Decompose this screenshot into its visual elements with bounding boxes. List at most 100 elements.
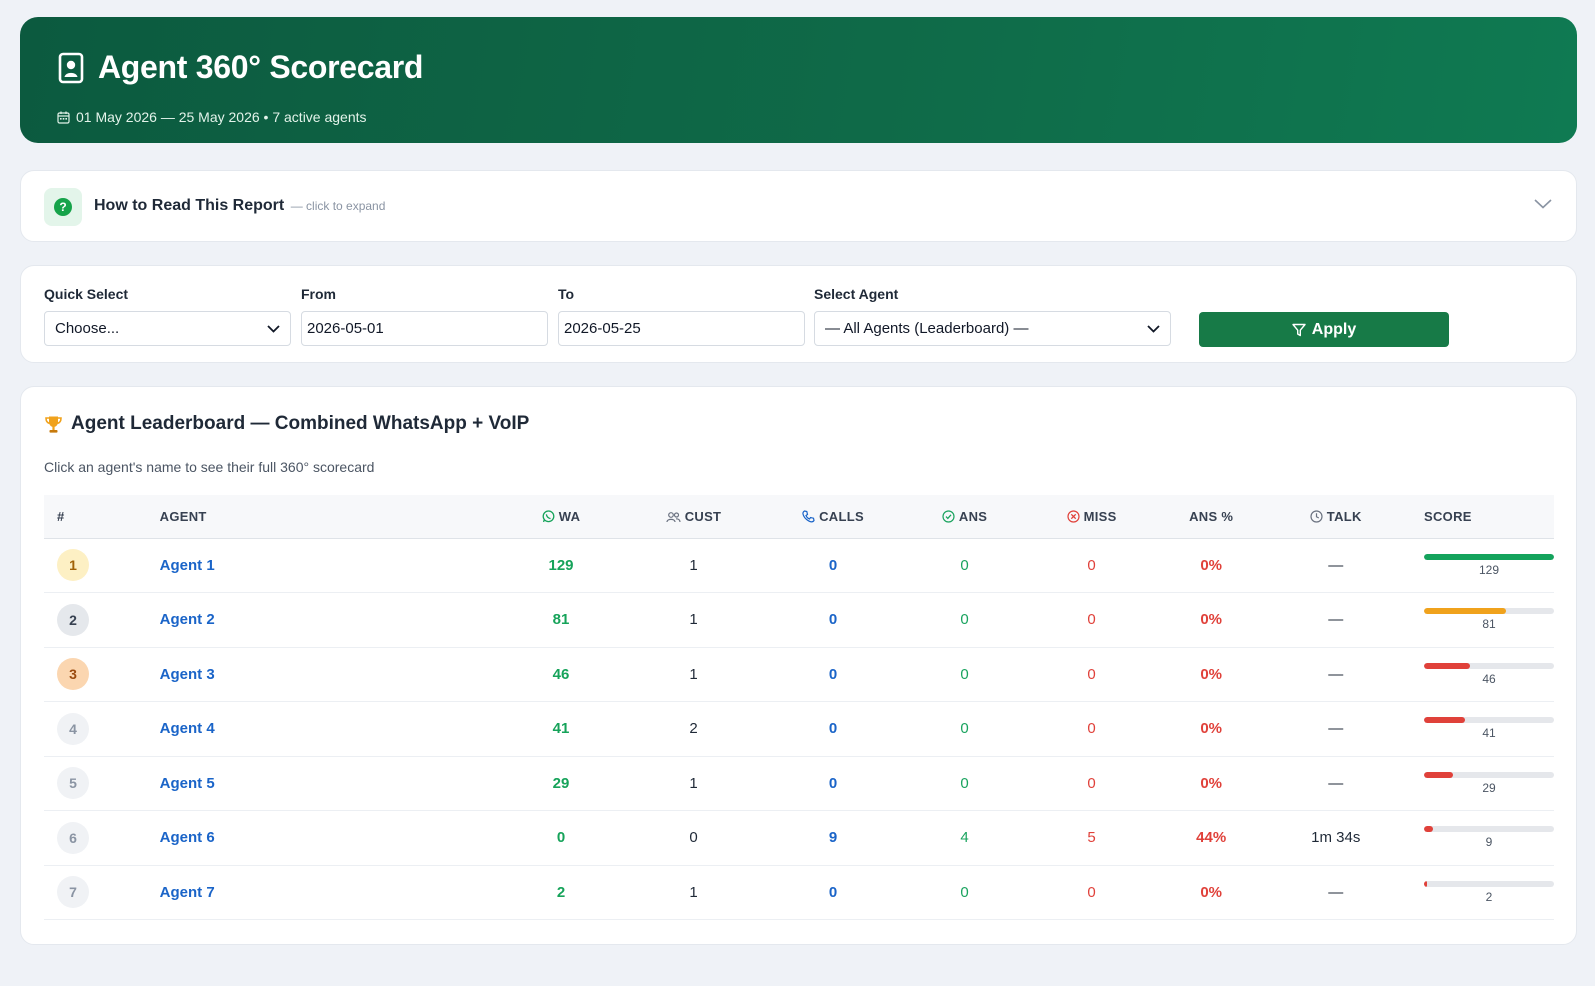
score-meter: 9 bbox=[1424, 826, 1554, 849]
cust-count: 1 bbox=[689, 883, 698, 901]
from-date-value: 2026-05-01 bbox=[307, 320, 384, 337]
how-to-read-title[interactable]: How to Read This Report — click to expan… bbox=[94, 197, 385, 215]
table-row: 3 Agent 3 46 1 0 0 0 0% — 46 bbox=[44, 647, 1554, 702]
col-miss-label: MISS bbox=[1083, 508, 1117, 524]
cust-count: 1 bbox=[689, 774, 698, 792]
wa-count: 81 bbox=[552, 611, 570, 629]
apply-button[interactable]: Apply bbox=[1199, 312, 1449, 347]
col-ans-pct[interactable]: ANS % bbox=[1189, 508, 1234, 524]
phone-icon bbox=[802, 510, 815, 523]
answered-count: 0 bbox=[960, 611, 969, 629]
score-value: 81 bbox=[1482, 617, 1496, 632]
agent-dropdown[interactable]: — All Agents (Leaderboard) — bbox=[814, 311, 1171, 346]
answered-count: 0 bbox=[960, 883, 969, 901]
score-cell: 81 bbox=[1413, 593, 1554, 648]
talk-time: — bbox=[1328, 665, 1344, 683]
col-cust[interactable]: CUST bbox=[631, 495, 757, 538]
agent-name-link[interactable]: Agent 5 bbox=[159, 774, 215, 792]
rank-badge: 4 bbox=[57, 712, 89, 745]
check-circle-icon bbox=[942, 510, 955, 523]
score-cell: 29 bbox=[1413, 756, 1554, 811]
subtitle-text: 01 May 2026 — 25 May 2026 • 7 active age… bbox=[76, 109, 367, 125]
col-wa[interactable]: WA bbox=[491, 495, 630, 538]
to-date-value: 2026-05-25 bbox=[564, 320, 641, 337]
score-track bbox=[1424, 662, 1554, 669]
trophy-icon bbox=[45, 416, 62, 433]
wa-count: 0 bbox=[556, 829, 566, 847]
score-value: 46 bbox=[1482, 671, 1496, 686]
agent-name-link[interactable]: Agent 6 bbox=[159, 829, 215, 847]
agent-cell: Agent 3 bbox=[158, 647, 342, 702]
answer-rate: 0% bbox=[1200, 556, 1222, 574]
spacer-cell bbox=[342, 647, 491, 702]
calls-count: 0 bbox=[828, 556, 838, 574]
from-date-group: From 2026-05-01 bbox=[301, 286, 548, 346]
how-to-read-label: How to Read This Report bbox=[94, 197, 285, 214]
answer-rate: 0% bbox=[1200, 774, 1222, 792]
calls-count: 0 bbox=[828, 665, 838, 683]
quick-select-group: Quick Select Choose... bbox=[44, 286, 291, 346]
score-bar bbox=[1424, 880, 1427, 887]
calls-count: 9 bbox=[828, 829, 838, 847]
wa-count: 129 bbox=[548, 556, 574, 574]
answer-rate: 0% bbox=[1200, 720, 1222, 738]
filters-panel: Quick Select Choose... From 2026-05-01 T… bbox=[20, 265, 1577, 363]
agent-name-link[interactable]: Agent 3 bbox=[159, 665, 215, 683]
agent-name-link[interactable]: Agent 1 bbox=[159, 556, 215, 574]
col-miss[interactable]: MISS bbox=[1019, 495, 1163, 538]
leaderboard-title: Agent Leaderboard — Combined WhatsApp + … bbox=[44, 413, 529, 435]
rank-cell: 3 bbox=[44, 647, 158, 702]
to-date-group: To 2026-05-25 bbox=[558, 286, 805, 346]
help-badge: ? bbox=[44, 188, 82, 226]
quick-select-dropdown[interactable]: Choose... bbox=[44, 311, 291, 346]
chevron-down-icon bbox=[267, 324, 280, 333]
score-cell: 2 bbox=[1413, 865, 1554, 920]
how-to-read-panel[interactable]: ? How to Read This Report — click to exp… bbox=[20, 170, 1577, 242]
agent-name-link[interactable]: Agent 4 bbox=[159, 720, 215, 738]
rank-badge: 1 bbox=[57, 549, 89, 582]
spacer-cell bbox=[342, 865, 491, 920]
col-talk[interactable]: TALK bbox=[1259, 495, 1414, 538]
col-calls[interactable]: CALLS bbox=[756, 495, 909, 538]
spacer-cell bbox=[342, 538, 491, 593]
rank-cell: 1 bbox=[44, 538, 158, 593]
rank-cell: 6 bbox=[44, 811, 158, 866]
score-value: 9 bbox=[1485, 835, 1493, 850]
score-bar bbox=[1424, 826, 1434, 833]
col-ans[interactable]: ANS bbox=[910, 495, 1020, 538]
missed-count: 0 bbox=[1087, 611, 1096, 629]
cust-count: 0 bbox=[689, 829, 698, 847]
agent-cell: Agent 2 bbox=[158, 593, 342, 648]
quick-select-value: Choose... bbox=[55, 320, 120, 337]
table-row: 2 Agent 2 81 1 0 0 0 0% — 81 bbox=[44, 593, 1554, 648]
leaderboard-table: # AGENT WA CUST CALLS ANS MISS ANS bbox=[44, 495, 1554, 920]
agent-name-link[interactable]: Agent 2 bbox=[159, 611, 215, 629]
users-icon bbox=[666, 511, 681, 522]
missed-count: 0 bbox=[1087, 720, 1096, 738]
score-value: 41 bbox=[1482, 726, 1496, 741]
score-cell: 9 bbox=[1413, 811, 1554, 866]
agent-cell: Agent 1 bbox=[158, 538, 342, 593]
col-score[interactable]: SCORE bbox=[1424, 508, 1472, 524]
chevron-down-icon[interactable] bbox=[1534, 199, 1552, 209]
agent-dropdown-value: — All Agents (Leaderboard) — bbox=[825, 320, 1029, 337]
agent-name-link[interactable]: Agent 7 bbox=[159, 883, 215, 901]
score-cell: 129 bbox=[1413, 538, 1554, 593]
score-meter: 29 bbox=[1424, 771, 1554, 795]
score-bar bbox=[1424, 553, 1554, 560]
col-cust-label: CUST bbox=[684, 508, 722, 524]
col-agent[interactable]: AGENT bbox=[159, 508, 207, 524]
spacer-cell bbox=[342, 756, 491, 811]
col-talk-label: TALK bbox=[1326, 508, 1362, 524]
calls-count: 0 bbox=[828, 883, 838, 901]
score-value: 129 bbox=[1478, 562, 1500, 577]
from-date-input[interactable]: 2026-05-01 bbox=[301, 311, 548, 346]
rank-cell: 7 bbox=[44, 865, 158, 920]
chevron-down-icon bbox=[1147, 324, 1160, 333]
table-row: 6 Agent 6 0 0 9 4 5 44% 1m 34s 9 bbox=[44, 811, 1554, 866]
whatsapp-icon bbox=[542, 510, 555, 523]
cust-count: 1 bbox=[689, 556, 698, 574]
to-date-input[interactable]: 2026-05-25 bbox=[558, 311, 805, 346]
col-rank[interactable]: # bbox=[57, 508, 65, 524]
x-circle-icon bbox=[1066, 510, 1080, 523]
